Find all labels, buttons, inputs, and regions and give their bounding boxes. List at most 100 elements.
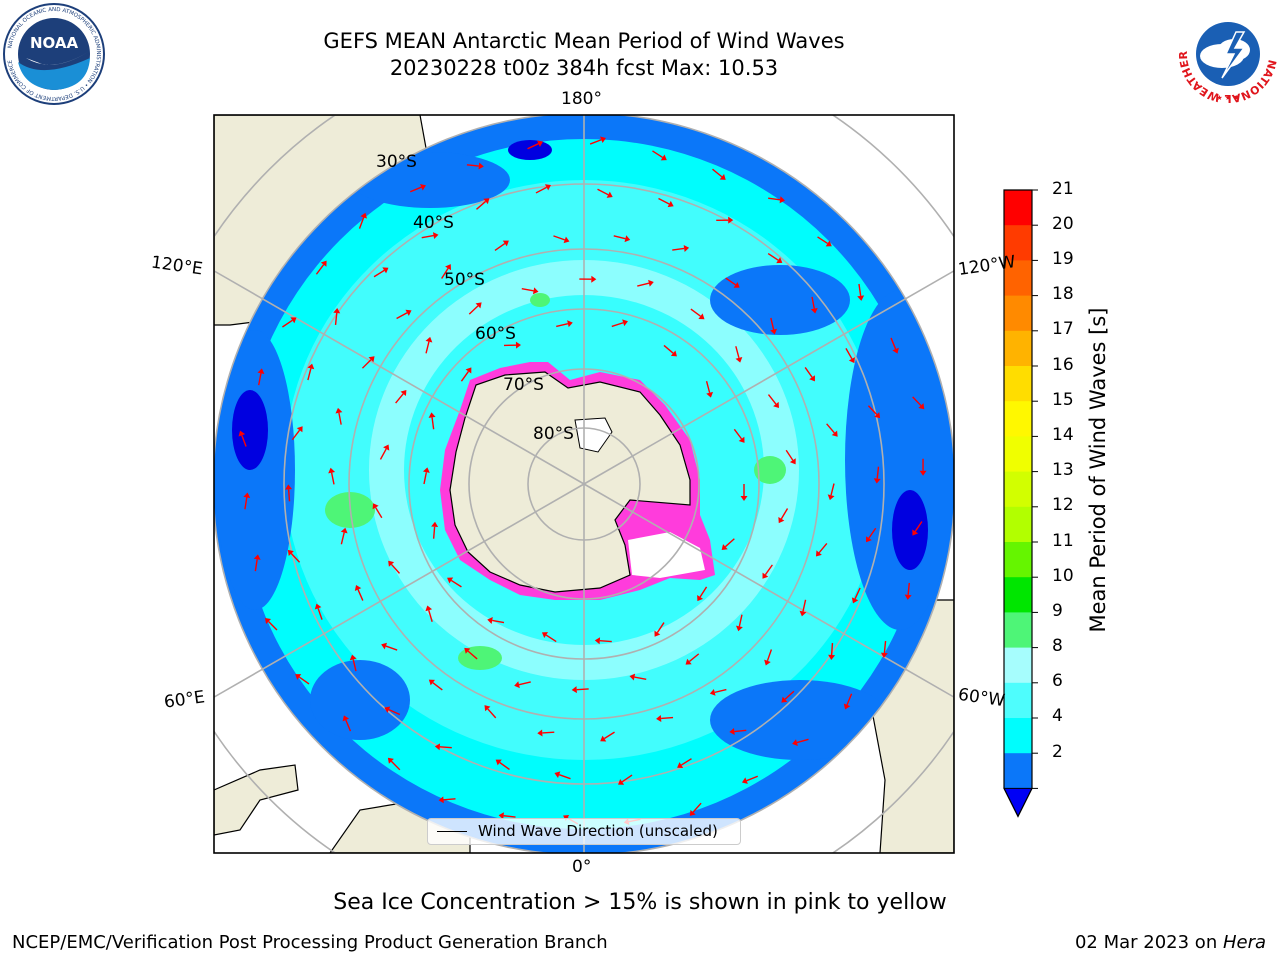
direction-arrow-head <box>667 200 674 208</box>
direction-arrow-shaft <box>766 649 773 662</box>
direction-arrow-shaft <box>439 746 452 749</box>
direction-arrow-shaft <box>307 368 312 381</box>
direction-arrow-shaft <box>340 532 345 545</box>
direction-arrow-head <box>515 341 521 349</box>
direction-arrow-shaft <box>658 197 670 205</box>
direction-arrow-head <box>384 706 391 713</box>
direction-arrow-head <box>320 260 327 267</box>
colorbar-swatch <box>1004 436 1032 473</box>
direction-arrow-head <box>287 549 294 556</box>
direction-arrow-shaft <box>441 267 449 279</box>
direction-arrow-shaft <box>492 619 505 624</box>
direction-arrow-head <box>709 688 716 696</box>
direction-arrow-head <box>685 658 692 665</box>
lon-label-0: 0° <box>572 857 592 877</box>
direction-arrow-head <box>683 245 690 252</box>
direction-arrow-shaft <box>535 186 547 194</box>
colorbar <box>1003 189 1038 818</box>
colorbar-swatch <box>1004 506 1032 543</box>
direction-arrow-shaft <box>724 538 735 548</box>
direction-arrow-shaft <box>705 380 711 393</box>
direction-arrow-head <box>689 809 696 816</box>
green-patches <box>325 293 786 670</box>
direction-arrow-shaft <box>542 731 555 734</box>
direction-arrow-shaft <box>767 394 777 405</box>
direction-arrow-shaft <box>443 798 456 801</box>
direction-arrow-shaft <box>672 247 685 251</box>
direction-arrow-head <box>764 659 771 666</box>
direction-arrow-head <box>919 470 927 476</box>
direction-arrow-shaft <box>409 186 422 193</box>
direction-arrow-shaft <box>854 587 861 600</box>
legend-label: Wind Wave Direction (unscaled) <box>478 822 718 840</box>
direction-arrow-shaft <box>690 308 701 317</box>
direction-arrow-head <box>328 467 336 474</box>
direction-arrow-head <box>307 363 315 370</box>
direction-arrow-shaft <box>746 775 759 782</box>
direction-arrow-shaft <box>467 650 478 660</box>
direction-arrow-head <box>340 527 348 534</box>
direction-arrow-shaft <box>767 252 779 261</box>
direction-arrow-shaft <box>661 716 674 720</box>
direction-arrow-head <box>432 232 439 240</box>
direction-arrow-shaft <box>867 405 878 415</box>
direction-arrow-shaft <box>460 371 470 382</box>
colorbar-swatch <box>1004 330 1032 367</box>
direction-arrow-shaft <box>476 200 487 210</box>
direction-arrow-shaft <box>395 393 404 404</box>
direction-arrow-head <box>238 430 246 437</box>
direction-arrow-head <box>422 467 430 473</box>
colorbar-tick: 14 <box>1052 425 1074 445</box>
direction-arrow-head <box>789 458 796 465</box>
direction-arrow-head <box>257 368 265 374</box>
direction-arrow-shaft <box>589 139 602 145</box>
direction-arrow-shaft <box>241 435 247 447</box>
direction-arrow-shaft <box>527 143 539 150</box>
direction-arrow-head <box>428 679 435 686</box>
direction-arrow-shaft <box>846 693 853 706</box>
colorbar-tick: 11 <box>1052 531 1074 551</box>
direction-arrow-shaft <box>254 559 258 572</box>
map-legend: Wind Wave Direction (unscaled) <box>427 818 741 845</box>
lat-label-80s: 80°S <box>533 424 574 444</box>
lat-label-60s: 60°S <box>475 324 516 344</box>
direction-arrow-shaft <box>830 643 834 656</box>
direction-arrow-head <box>563 236 570 244</box>
direction-arrow-shaft <box>712 168 723 178</box>
direction-arrow-head <box>600 136 606 144</box>
direction-arrow-shaft <box>914 521 923 532</box>
direction-arrow-head <box>698 313 705 320</box>
direction-arrow-shaft <box>553 235 565 241</box>
direction-arrow-shaft <box>379 448 387 460</box>
antarctica-land <box>449 371 691 593</box>
direction-arrow-shaft <box>558 774 571 780</box>
direction-arrow-shaft <box>390 760 401 771</box>
direction-arrow-shaft <box>431 417 435 430</box>
direction-arrow-shaft <box>315 264 325 275</box>
direction-arrow-head <box>629 673 636 681</box>
madagascar <box>214 764 299 836</box>
direction-arrow-head <box>405 309 412 316</box>
direction-arrow-head <box>721 544 728 551</box>
direction-arrow-head <box>465 367 472 374</box>
direction-arrow-head <box>866 536 872 543</box>
direction-arrow-head <box>779 196 786 204</box>
direction-arrow-shaft <box>656 622 665 633</box>
direction-arrow-head <box>591 275 597 283</box>
direction-arrow-shaft <box>396 312 408 320</box>
direction-arrow-head <box>873 478 881 484</box>
direction-arrow-head <box>434 743 441 751</box>
direction-arrow-shaft <box>725 277 736 286</box>
lat-label-50s: 50°S <box>444 270 485 290</box>
direction-arrow-shaft <box>545 634 557 643</box>
colorbar-tick: 18 <box>1052 284 1074 304</box>
direction-arrow-shaft <box>298 676 310 685</box>
direction-arrow-shaft <box>883 640 887 654</box>
direction-arrow-shaft <box>699 586 708 598</box>
map-subtitle: 20230228 t00z 384h fcst Max: 10.53 <box>389 56 779 80</box>
colorbar-tick: 15 <box>1052 390 1074 410</box>
direction-arrow-shaft <box>334 312 338 326</box>
colorbar-tick: 13 <box>1052 460 1074 480</box>
direction-arrow-shaft <box>385 645 398 651</box>
direction-arrow-head <box>809 375 815 382</box>
